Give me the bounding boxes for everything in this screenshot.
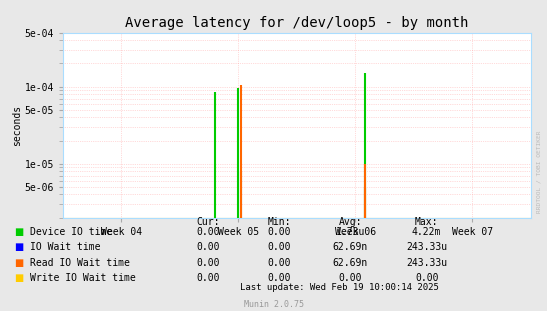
Text: 0.00: 0.00 bbox=[267, 227, 290, 237]
Title: Average latency for /dev/loop5 - by month: Average latency for /dev/loop5 - by mont… bbox=[125, 16, 468, 30]
Text: 0.00: 0.00 bbox=[267, 258, 290, 268]
Text: 1.73u: 1.73u bbox=[335, 227, 365, 237]
Text: RRDTOOL / TOBI OETIKER: RRDTOOL / TOBI OETIKER bbox=[536, 131, 542, 213]
Text: 0.00: 0.00 bbox=[267, 273, 290, 283]
Text: Max:: Max: bbox=[415, 217, 438, 227]
Text: 0.00: 0.00 bbox=[267, 242, 290, 252]
Text: 0.00: 0.00 bbox=[339, 273, 362, 283]
Text: Munin 2.0.75: Munin 2.0.75 bbox=[243, 300, 304, 309]
Text: Cur:: Cur: bbox=[196, 217, 219, 227]
Text: 62.69n: 62.69n bbox=[333, 242, 368, 252]
Text: Avg:: Avg: bbox=[339, 217, 362, 227]
Text: 0.00: 0.00 bbox=[196, 258, 219, 268]
Text: 0.00: 0.00 bbox=[196, 227, 219, 237]
Text: 243.33u: 243.33u bbox=[406, 242, 447, 252]
Text: ■: ■ bbox=[15, 273, 24, 283]
Text: Last update: Wed Feb 19 10:00:14 2025: Last update: Wed Feb 19 10:00:14 2025 bbox=[240, 283, 439, 292]
Text: 0.00: 0.00 bbox=[415, 273, 438, 283]
Text: 62.69n: 62.69n bbox=[333, 258, 368, 268]
Text: 4.22m: 4.22m bbox=[412, 227, 441, 237]
Text: 0.00: 0.00 bbox=[196, 273, 219, 283]
Text: 0.00: 0.00 bbox=[196, 242, 219, 252]
Text: Device IO time: Device IO time bbox=[30, 227, 112, 237]
Text: Write IO Wait time: Write IO Wait time bbox=[30, 273, 136, 283]
Text: Min:: Min: bbox=[267, 217, 290, 227]
Text: ■: ■ bbox=[15, 242, 24, 252]
Text: IO Wait time: IO Wait time bbox=[30, 242, 101, 252]
Text: Read IO Wait time: Read IO Wait time bbox=[30, 258, 130, 268]
Text: ■: ■ bbox=[15, 258, 24, 268]
Text: 243.33u: 243.33u bbox=[406, 258, 447, 268]
Y-axis label: seconds: seconds bbox=[11, 104, 22, 146]
Text: ■: ■ bbox=[15, 227, 24, 237]
